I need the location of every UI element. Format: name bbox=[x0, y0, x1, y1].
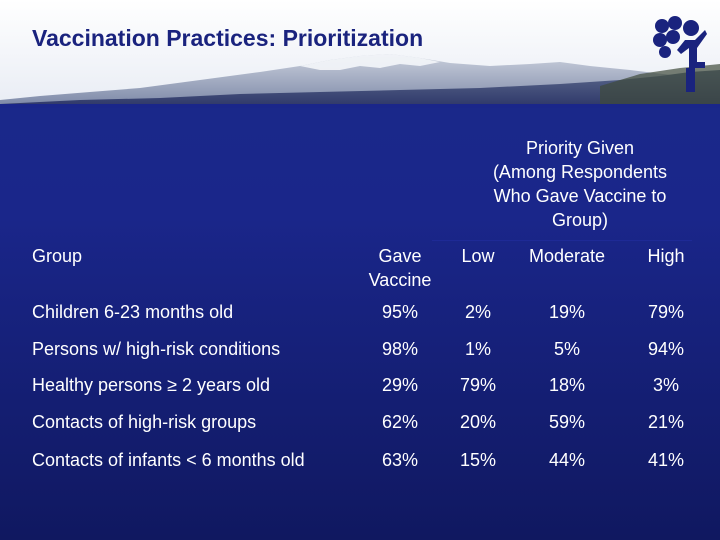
cell-high: 79% bbox=[647, 302, 685, 322]
cell-gave-vaccine: 63% bbox=[381, 450, 419, 470]
cell-low: 15% bbox=[459, 450, 497, 470]
priority-header-divider bbox=[432, 240, 692, 241]
gave-vaccine-line: Gave bbox=[378, 246, 422, 266]
cell-low: 2% bbox=[464, 302, 491, 322]
cell-gave-vaccine: 29% bbox=[381, 375, 419, 395]
cell-high: 3% bbox=[652, 375, 679, 395]
priority-header-line: Who Gave Vaccine to bbox=[493, 186, 667, 206]
column-header-gave-vaccine: Gave Vaccine bbox=[352, 244, 448, 292]
mountain-banner-image bbox=[0, 0, 720, 108]
column-header-low: Low bbox=[461, 246, 495, 266]
cell-moderate: 18% bbox=[548, 375, 586, 395]
cell-low: 79% bbox=[459, 375, 497, 395]
priority-header-line: Priority Given bbox=[525, 138, 635, 158]
slide-title: Vaccination Practices: Prioritization bbox=[32, 25, 424, 51]
cell-low: 1% bbox=[464, 339, 491, 359]
cell-low: 20% bbox=[459, 412, 497, 432]
cell-high: 94% bbox=[647, 339, 685, 359]
column-header-group: Group bbox=[32, 246, 83, 266]
cell-high: 41% bbox=[647, 450, 685, 470]
row-group-label: Healthy persons ≥ 2 years old bbox=[32, 375, 270, 395]
priority-header-line: Group) bbox=[551, 210, 609, 230]
cell-moderate: 59% bbox=[548, 412, 586, 432]
row-group-label: Contacts of high-risk groups bbox=[32, 412, 257, 432]
cell-moderate: 44% bbox=[548, 450, 586, 470]
header-banner: Vaccination Practices: Prioritization bbox=[0, 0, 720, 108]
cell-gave-vaccine: 95% bbox=[381, 302, 419, 322]
cell-moderate: 19% bbox=[548, 302, 586, 322]
priority-given-header: Priority Given (Among Respondents Who Ga… bbox=[470, 136, 690, 232]
row-group-label: Contacts of infants < 6 months old bbox=[32, 450, 305, 470]
gave-vaccine-line: Vaccine bbox=[368, 270, 432, 290]
row-group-label: Persons w/ high-risk conditions bbox=[32, 339, 281, 359]
column-header-moderate: Moderate bbox=[528, 246, 606, 266]
cell-gave-vaccine: 98% bbox=[381, 339, 419, 359]
row-group-label: Children 6-23 months old bbox=[32, 302, 234, 322]
cell-gave-vaccine: 62% bbox=[381, 412, 419, 432]
cell-moderate: 5% bbox=[553, 339, 580, 359]
priority-header-line: (Among Respondents bbox=[492, 162, 668, 182]
column-header-high: High bbox=[647, 246, 685, 266]
cell-high: 21% bbox=[647, 412, 685, 432]
people-logo-icon bbox=[653, 16, 707, 92]
